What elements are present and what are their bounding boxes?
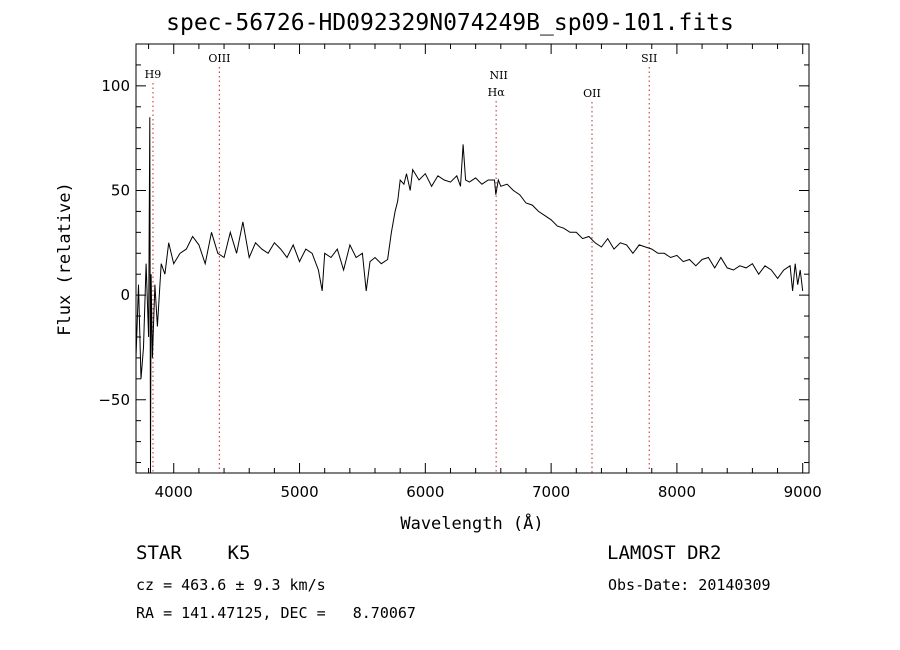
survey-name: LAMOST DR2	[607, 542, 722, 564]
redshift-velocity: cz = 463.6 ± 9.3 km/s	[136, 576, 326, 594]
x-tick-label: 5000	[280, 483, 318, 501]
y-tick-label: 50	[111, 181, 130, 199]
y-tick-label: 0	[120, 286, 130, 304]
axis-ticks	[136, 44, 809, 473]
emission-line-markers	[152, 67, 650, 473]
spectrum-line	[135, 117, 804, 474]
y-tick-label: 100	[101, 77, 130, 95]
y-tick-label: −50	[98, 391, 130, 409]
x-tick-label: 7000	[532, 483, 570, 501]
observation-date: Obs-Date: 20140309	[608, 576, 771, 594]
plot-frame	[135, 43, 810, 474]
x-tick-label: 6000	[406, 483, 444, 501]
line-label: SII	[641, 52, 657, 65]
object-class: STAR K5	[136, 542, 251, 564]
x-tick-label: 9000	[784, 483, 822, 501]
line-label: Hα	[488, 86, 506, 99]
chart-title: spec-56726-HD092329N074249B_sp09-101.fit…	[166, 10, 734, 36]
y-axis-label: Flux (relative)	[55, 182, 75, 336]
line-label: H9	[145, 68, 162, 81]
line-label: OIII	[208, 52, 230, 65]
x-tick-label: 8000	[658, 483, 696, 501]
x-axis-label: Wavelength (Å)	[400, 512, 543, 534]
emission-line-labels: H9 OIII NII Hα OII SII	[145, 52, 658, 100]
axis-tick-labels: 4000 5000 6000 7000 8000 9000 −50 0 50 100	[98, 77, 821, 501]
coordinates: RA = 141.47125, DEC = 8.70067	[136, 604, 416, 622]
x-tick-label: 4000	[155, 483, 193, 501]
line-label: OII	[583, 87, 601, 100]
line-label: NII	[490, 69, 508, 82]
